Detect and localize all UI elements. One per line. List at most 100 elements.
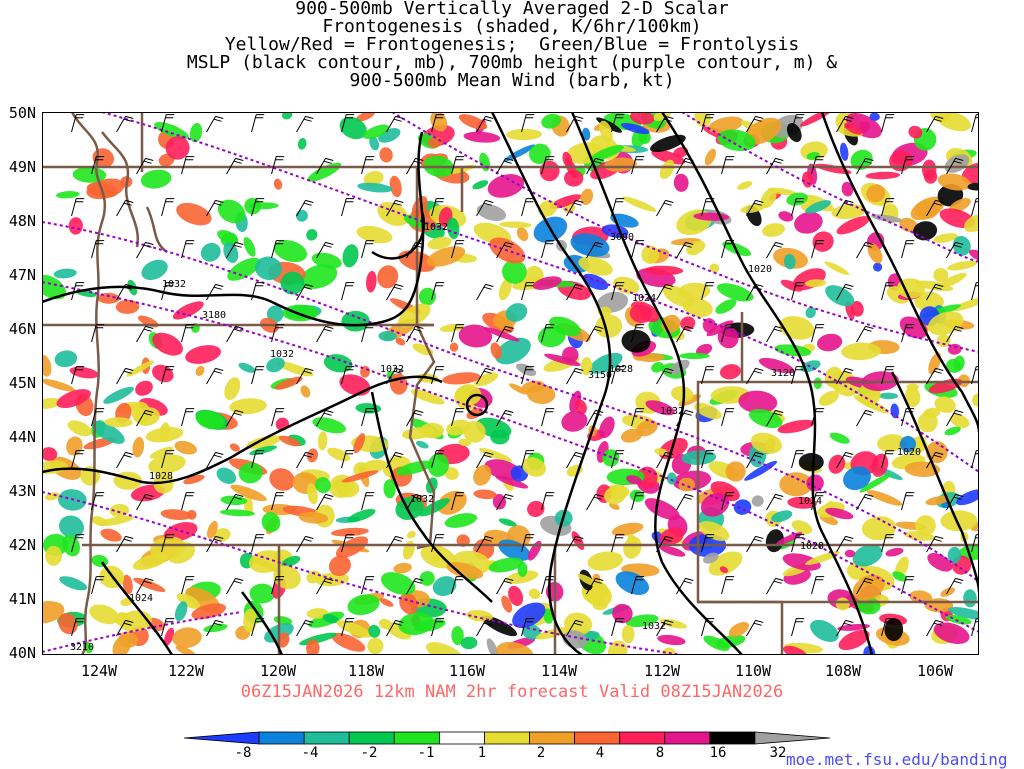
wind-barb	[136, 577, 154, 595]
credit-url[interactable]: moe.met.fsu.edu/banding	[786, 750, 1008, 769]
wind-barb	[811, 156, 825, 175]
wind-barb	[206, 451, 224, 469]
wind-barb	[901, 240, 915, 259]
height-label: 3150	[588, 370, 612, 381]
wind-barb	[431, 198, 445, 217]
wind-barb	[71, 618, 85, 637]
wind-barb	[251, 534, 265, 553]
wind-barb	[611, 534, 625, 553]
lon-label-106w: 106W	[916, 662, 954, 680]
wind-barb	[476, 115, 494, 133]
wind-barb	[811, 576, 825, 595]
wind-barb	[136, 157, 154, 175]
wind-barb	[611, 366, 625, 385]
wind-barb	[431, 282, 445, 301]
wind-barb	[701, 198, 715, 217]
wind-barb	[971, 366, 979, 385]
wind-barb	[541, 576, 555, 595]
wind-barb	[611, 198, 625, 217]
mslp-label: 1032	[162, 279, 186, 290]
wind-barb	[881, 450, 895, 469]
wind-barb	[386, 619, 404, 637]
wind-barb	[386, 451, 404, 469]
wind-barb	[341, 534, 355, 553]
map-panel: 1032 1032 1032 1032 1032 1032 1028 1028 …	[42, 112, 979, 655]
wind-barb	[296, 367, 314, 385]
mslp-label: 1028	[800, 541, 824, 552]
wind-barb	[701, 366, 715, 385]
wind-barb	[566, 283, 584, 301]
wind-barb	[476, 199, 494, 217]
wind-barb	[746, 115, 764, 133]
wind-barb	[701, 618, 715, 637]
colorbar-swatch	[183, 731, 260, 745]
wind-barb	[71, 114, 85, 133]
wind-barb	[656, 451, 674, 469]
wind-barb	[631, 240, 645, 259]
wind-barb	[206, 283, 224, 301]
wind-barb	[926, 367, 944, 385]
colorbar-label: 1	[477, 745, 487, 761]
wind-barb	[521, 282, 535, 301]
wind-barb	[476, 619, 494, 637]
wind-barb	[656, 619, 674, 637]
wind-barb	[296, 619, 314, 637]
lon-label-118w: 118W	[347, 662, 385, 680]
colorbar-swatch	[574, 731, 621, 745]
mslp-label: 1032	[424, 222, 448, 233]
mslp-label: 1020	[897, 447, 921, 458]
wind-barb	[631, 408, 645, 427]
wind-barb	[746, 199, 764, 217]
wind-barb	[161, 534, 175, 553]
wind-barb	[361, 156, 375, 175]
lon-label-108w: 108W	[824, 662, 862, 680]
lon-label-120w: 120W	[259, 662, 297, 680]
colorbar-label: 4	[595, 745, 605, 761]
wind-barb	[541, 156, 555, 175]
wind-barb	[476, 451, 494, 469]
mslp-label: 1020	[748, 264, 772, 275]
wind-barb	[316, 409, 334, 427]
wind-barb	[901, 408, 915, 427]
wind-barb	[181, 324, 195, 343]
mslp-label: 1032	[270, 349, 294, 360]
wind-barb	[836, 115, 854, 133]
wind-barb	[701, 450, 715, 469]
wind-barb	[361, 324, 375, 343]
wind-barb	[971, 450, 979, 469]
title-line-5: 900-500mb Mean Wind (barb, kt)	[349, 70, 675, 91]
wind-barb	[206, 199, 224, 217]
wind-barb	[611, 450, 625, 469]
wind-barb	[116, 535, 134, 553]
wind-barb	[746, 451, 764, 469]
wind-barb	[611, 618, 625, 637]
wind-barb	[521, 198, 535, 217]
mslp-label: 1024	[798, 496, 822, 507]
wind-barb	[766, 493, 784, 511]
wind-barb	[71, 450, 85, 469]
mslp-label: 1024	[632, 293, 656, 304]
wind-barb	[881, 282, 895, 301]
wind-barb	[206, 367, 224, 385]
map-svg: 1032 1032 1032 1032 1032 1032 1028 1028 …	[42, 112, 979, 655]
wind-barb	[586, 577, 604, 595]
colorbar-label: -1	[417, 745, 435, 761]
wind-barb	[541, 240, 555, 259]
wind-barb	[521, 450, 535, 469]
wind-barb	[206, 115, 224, 133]
wind-barb	[926, 619, 944, 637]
lon-label-114w: 114W	[540, 662, 578, 680]
wind-barb	[476, 367, 494, 385]
lon-label-112w: 112W	[643, 662, 681, 680]
title-block: 900-500mb Vertically Averaged 2-D Scalar…	[0, 0, 1024, 90]
colorbar-swatch	[348, 731, 395, 745]
mslp-contours	[42, 112, 979, 655]
title-line-2: Frontogenesis (shaded, K/6hr/100km)	[322, 16, 702, 37]
wind-barb	[631, 576, 645, 595]
wind-barb	[386, 283, 404, 301]
valid-time-line: 06Z15JAN2026 12km NAM 2hr forecast Valid…	[240, 682, 784, 702]
wind-barb	[406, 577, 424, 595]
wind-barb	[451, 324, 465, 343]
wind-barb	[116, 367, 134, 385]
colorbar-swatch	[484, 731, 530, 745]
